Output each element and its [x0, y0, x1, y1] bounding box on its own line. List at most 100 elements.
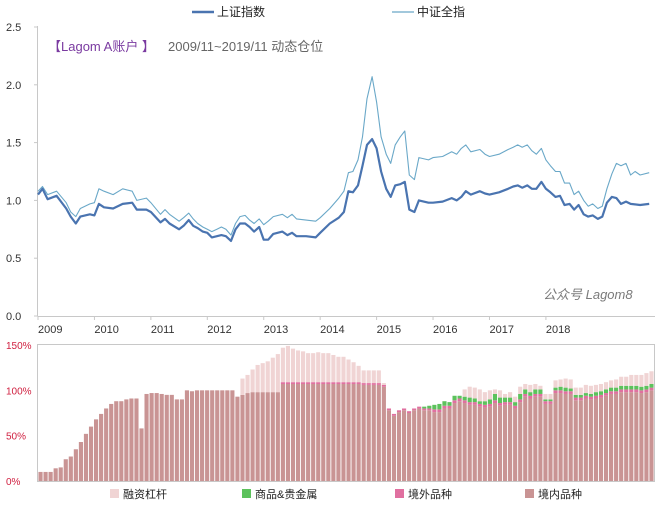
bar-overseas — [331, 382, 336, 384]
y-tick-label: 1.0 — [6, 195, 21, 207]
y-tick-label: 2.5 — [6, 22, 21, 34]
bar-domestic — [149, 393, 154, 481]
bar-domestic — [649, 390, 654, 481]
bar-overseas — [472, 402, 477, 405]
bar-overseas — [432, 409, 437, 413]
bar-overseas — [391, 413, 397, 416]
bar-overseas — [477, 403, 482, 407]
bar-leverage — [548, 393, 553, 400]
bar-overseas — [321, 382, 326, 384]
bar-leverage — [644, 373, 649, 386]
bar-domestic — [326, 383, 331, 481]
x-tick-label: 2013 — [264, 324, 288, 336]
bar-commodity — [644, 385, 649, 390]
bar-commodity — [603, 389, 609, 394]
bar-overseas — [301, 382, 306, 384]
bar-domestic — [220, 390, 225, 481]
bar-domestic — [134, 398, 139, 481]
bar-domestic — [386, 410, 391, 481]
legend-swatch-leverage — [110, 489, 119, 498]
y-tick-label: 2.0 — [6, 80, 21, 92]
legend-swatch-overseas — [395, 489, 404, 498]
bar-domestic — [119, 401, 124, 481]
bar-overseas — [568, 391, 573, 394]
bar-domestic — [492, 403, 498, 481]
bar-leverage — [240, 378, 245, 395]
bar-leverage — [265, 361, 270, 393]
bar-overseas — [634, 389, 639, 393]
bar-domestic — [381, 386, 386, 481]
bar-domestic — [109, 403, 114, 481]
bar-overseas — [487, 403, 492, 407]
bar-domestic — [538, 396, 543, 481]
bar-domestic — [174, 399, 179, 481]
legend-bottom: 融资杠杆 商品&贵金属 境外品种 境内品种 — [110, 487, 582, 501]
bar-commodity — [639, 386, 644, 391]
line-plot-area: 0.0 0.5 1.0 1.5 2.0 2.5 2009 2010 2011 2012 2013 2… — [6, 22, 655, 336]
bar-overseas — [649, 387, 654, 391]
bar-domestic — [215, 390, 220, 481]
bar-y-tick-label: 0% — [6, 477, 21, 488]
bar-domestic — [260, 392, 265, 481]
bar-overseas — [280, 382, 285, 384]
bar-commodity — [437, 403, 442, 410]
bar-domestic — [63, 459, 68, 481]
bar-domestic — [301, 383, 306, 481]
bar-domestic — [336, 383, 341, 481]
bar-overseas — [467, 402, 472, 405]
bar-domestic — [179, 399, 184, 481]
bar-leverage — [472, 387, 477, 399]
bar-leverage — [624, 376, 629, 386]
bar-commodity — [619, 385, 624, 390]
bar-domestic — [508, 404, 513, 481]
bar-leverage — [371, 370, 376, 384]
bar-domestic — [391, 415, 397, 481]
bar-overseas — [417, 406, 422, 409]
bar-domestic — [245, 393, 250, 481]
bar-domestic — [482, 407, 487, 481]
bar-domestic — [159, 393, 164, 481]
bar-commodity — [467, 397, 472, 403]
bar-domestic — [609, 393, 614, 481]
series-line-csi — [37, 76, 650, 236]
bar-overseas — [548, 401, 553, 404]
bar-domestic — [558, 393, 563, 481]
bar-domestic — [68, 456, 73, 481]
bar-domestic — [240, 394, 245, 481]
legend-label-leverage: 融资杠杆 — [123, 487, 167, 501]
bar-domestic — [270, 392, 275, 481]
bar-domestic — [124, 399, 129, 481]
bar-overseas — [502, 402, 508, 405]
bar-domestic — [467, 404, 472, 481]
bar-overseas — [371, 383, 376, 385]
bar-commodity — [629, 385, 634, 390]
bar-commodity — [588, 393, 593, 397]
x-tick-label: 2015 — [377, 324, 401, 336]
bar-domestic — [88, 426, 94, 481]
bar-commodity — [523, 389, 528, 394]
bar-leverage — [563, 378, 568, 388]
bar-overseas — [497, 403, 503, 406]
bar-domestic — [417, 408, 422, 481]
bar-leverage — [376, 370, 381, 384]
bar-domestic — [351, 383, 356, 481]
bar-domestic — [48, 471, 53, 481]
bar-domestic — [573, 400, 578, 481]
bar-domestic — [306, 383, 311, 481]
bar-commodity — [427, 405, 432, 409]
bar-leverage — [361, 370, 366, 384]
bar-commodity — [472, 398, 477, 403]
bar-overseas — [437, 409, 442, 413]
bar-commodity — [649, 383, 654, 388]
bar-commodity — [543, 399, 548, 402]
bar-overseas — [508, 402, 513, 405]
bar-commodity — [452, 395, 457, 401]
bar-domestic — [311, 383, 316, 481]
bar-domestic — [235, 396, 240, 481]
bar-domestic — [53, 468, 58, 481]
bar-overseas — [326, 382, 331, 384]
bar-leverage — [326, 353, 331, 383]
bar-domestic — [553, 393, 558, 481]
bar-overseas — [356, 382, 361, 384]
